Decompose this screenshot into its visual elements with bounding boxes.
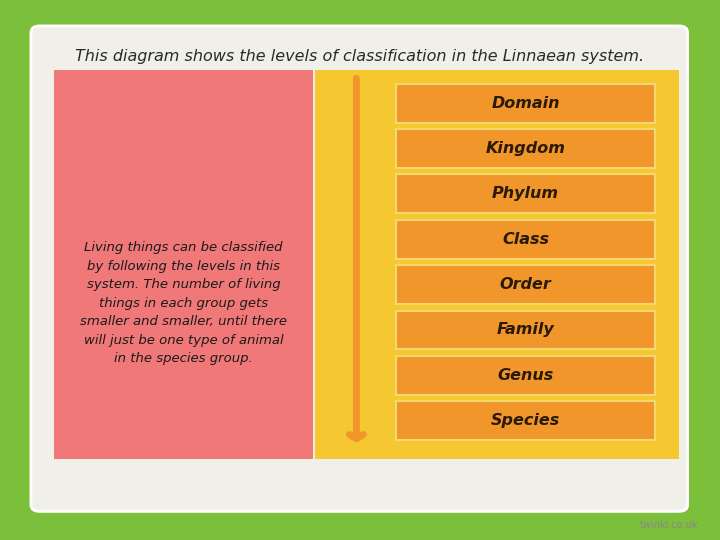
- Text: Genus: Genus: [498, 368, 554, 383]
- FancyBboxPatch shape: [396, 129, 655, 168]
- Text: This diagram shows the levels of classification in the Linnaean system.: This diagram shows the levels of classif…: [76, 49, 644, 64]
- Text: Order: Order: [500, 277, 552, 292]
- Text: Phylum: Phylum: [492, 186, 559, 201]
- FancyBboxPatch shape: [396, 401, 655, 440]
- Text: Class: Class: [502, 232, 549, 247]
- FancyBboxPatch shape: [396, 174, 655, 213]
- FancyBboxPatch shape: [396, 84, 655, 123]
- FancyBboxPatch shape: [396, 265, 655, 304]
- Text: Living things can be classified
by following the levels in this
system. The numb: Living things can be classified by follo…: [80, 241, 287, 366]
- Text: Species: Species: [491, 413, 560, 428]
- FancyBboxPatch shape: [54, 70, 313, 459]
- FancyBboxPatch shape: [31, 26, 688, 511]
- Text: twinkl.co.uk: twinkl.co.uk: [640, 520, 698, 530]
- FancyBboxPatch shape: [396, 356, 655, 395]
- Text: Kingdom: Kingdom: [486, 141, 565, 156]
- Text: Family: Family: [497, 322, 554, 338]
- FancyBboxPatch shape: [315, 70, 679, 459]
- Text: Domain: Domain: [491, 96, 560, 111]
- FancyBboxPatch shape: [396, 220, 655, 259]
- FancyBboxPatch shape: [396, 310, 655, 349]
